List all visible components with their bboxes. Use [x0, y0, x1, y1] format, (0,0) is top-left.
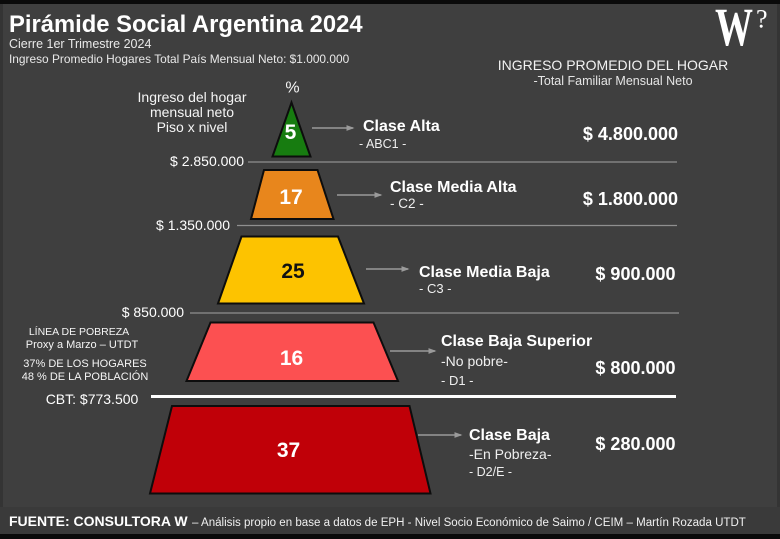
svg-text:Proxy a Marzo – UTDT: Proxy a Marzo – UTDT	[26, 339, 139, 351]
svg-text:- C3 -: - C3 -	[419, 281, 452, 296]
svg-text:37: 37	[277, 439, 300, 462]
svg-text:48 % DE LA POBLACIÓN: 48 % DE LA POBLACIÓN	[22, 370, 149, 383]
svg-text:16: 16	[280, 347, 303, 370]
svg-text:$ 800.000: $ 800.000	[595, 358, 675, 378]
svg-text:%: %	[285, 80, 299, 97]
svg-text:$ 1.350.000: $ 1.350.000	[156, 217, 230, 233]
svg-text:Ingreso Promedio Hogares Total: Ingreso Promedio Hogares Total País Mens…	[9, 52, 350, 66]
svg-text:$ 900.000: $ 900.000	[595, 264, 675, 284]
svg-text:$ 850.000: $ 850.000	[122, 304, 184, 320]
svg-text:17: 17	[279, 186, 302, 209]
svg-text:Piso x nivel: Piso x nivel	[157, 119, 228, 135]
svg-text:- D2/E -: - D2/E -	[469, 465, 512, 479]
svg-text:Clase Baja: Clase Baja	[469, 427, 550, 444]
svg-text:-Total Familiar Mensual Neto: -Total Familiar Mensual Neto	[533, 74, 692, 88]
svg-text:25: 25	[281, 260, 305, 283]
svg-text:- ABC1 -: - ABC1 -	[359, 137, 406, 151]
svg-text:37% DE LOS HOGARES: 37% DE LOS HOGARES	[23, 358, 147, 370]
svg-text:Clase Alta: Clase Alta	[363, 118, 440, 135]
svg-text:Pirámide Social Argentina 2024: Pirámide Social Argentina 2024	[9, 11, 363, 38]
svg-text:Clase Media Alta: Clase Media Alta	[390, 179, 517, 196]
svg-text:INGRESO PROMEDIO DEL HOGAR: INGRESO PROMEDIO DEL HOGAR	[498, 57, 729, 73]
svg-text:FUENTE: CONSULTORA W: FUENTE: CONSULTORA W	[9, 513, 188, 529]
svg-text:W: W	[715, 0, 753, 57]
svg-text:-No pobre-: -No pobre-	[441, 353, 508, 369]
svg-text:$ 280.000: $ 280.000	[595, 434, 675, 454]
svg-text:$ 2.850.000: $ 2.850.000	[170, 153, 244, 169]
svg-text:Cierre 1er Trimestre 2024: Cierre 1er Trimestre 2024	[9, 37, 151, 51]
svg-text:- D1 -: - D1 -	[441, 373, 474, 388]
svg-text:$ 1.800.000: $ 1.800.000	[583, 189, 678, 209]
svg-text:Ingreso del hogar: Ingreso del hogar	[138, 89, 247, 105]
svg-text:Clase Baja Superior: Clase Baja Superior	[441, 333, 592, 350]
svg-text:LÍNEA DE POBREZA: LÍNEA DE POBREZA	[29, 325, 129, 338]
svg-text:$ 4.800.000: $ 4.800.000	[583, 124, 678, 144]
svg-text:mensual neto: mensual neto	[150, 104, 234, 120]
svg-text:Clase Media Baja: Clase Media Baja	[419, 264, 550, 281]
svg-text:CBT: $773.500: CBT: $773.500	[46, 391, 139, 407]
svg-text:5: 5	[285, 121, 297, 144]
svg-text:- C2 -: - C2 -	[390, 196, 424, 211]
svg-text:?: ?	[756, 5, 768, 34]
svg-text:– Análisis propio en base a da: – Análisis propio en base a datos de EPH…	[192, 517, 746, 529]
svg-text:-En Pobreza-: -En Pobreza-	[469, 446, 552, 462]
